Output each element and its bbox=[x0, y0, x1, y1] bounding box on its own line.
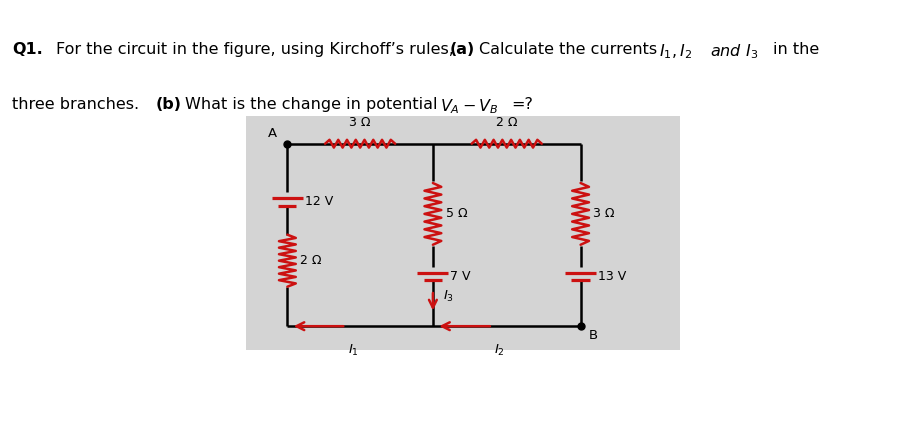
Text: 3 Ω: 3 Ω bbox=[592, 207, 614, 220]
Text: 13 V: 13 V bbox=[598, 271, 626, 283]
Text: $I_1, I_2$: $I_1, I_2$ bbox=[658, 42, 692, 61]
Text: Calculate the currents: Calculate the currents bbox=[479, 42, 656, 57]
Text: What is the change in potential: What is the change in potential bbox=[185, 97, 437, 112]
Text: Q1.: Q1. bbox=[12, 42, 42, 57]
Text: 3 Ω: 3 Ω bbox=[349, 116, 370, 129]
Bar bbox=[246, 116, 680, 349]
Text: For the circuit in the figure, using Kirchoff’s rules,: For the circuit in the figure, using Kir… bbox=[56, 42, 453, 57]
Text: 12 V: 12 V bbox=[304, 195, 333, 208]
Text: (a): (a) bbox=[449, 42, 474, 57]
Text: $and\ I_3$: $and\ I_3$ bbox=[709, 42, 757, 61]
Text: 7 V: 7 V bbox=[450, 271, 470, 283]
Text: three branches.: three branches. bbox=[12, 97, 139, 112]
Text: in the: in the bbox=[772, 42, 818, 57]
Text: 2 Ω: 2 Ω bbox=[496, 116, 517, 129]
Text: (b): (b) bbox=[155, 97, 182, 112]
Text: B: B bbox=[589, 330, 598, 342]
Text: A: A bbox=[267, 127, 276, 141]
Text: 5 Ω: 5 Ω bbox=[445, 207, 467, 220]
Text: 2 Ω: 2 Ω bbox=[300, 254, 321, 267]
Text: $I_3$: $I_3$ bbox=[442, 289, 454, 304]
Text: =?: =? bbox=[510, 97, 532, 112]
Text: $I_1$: $I_1$ bbox=[348, 342, 358, 357]
Text: $I_2$: $I_2$ bbox=[494, 342, 505, 357]
Text: $V_A - V_B$: $V_A - V_B$ bbox=[440, 97, 498, 116]
